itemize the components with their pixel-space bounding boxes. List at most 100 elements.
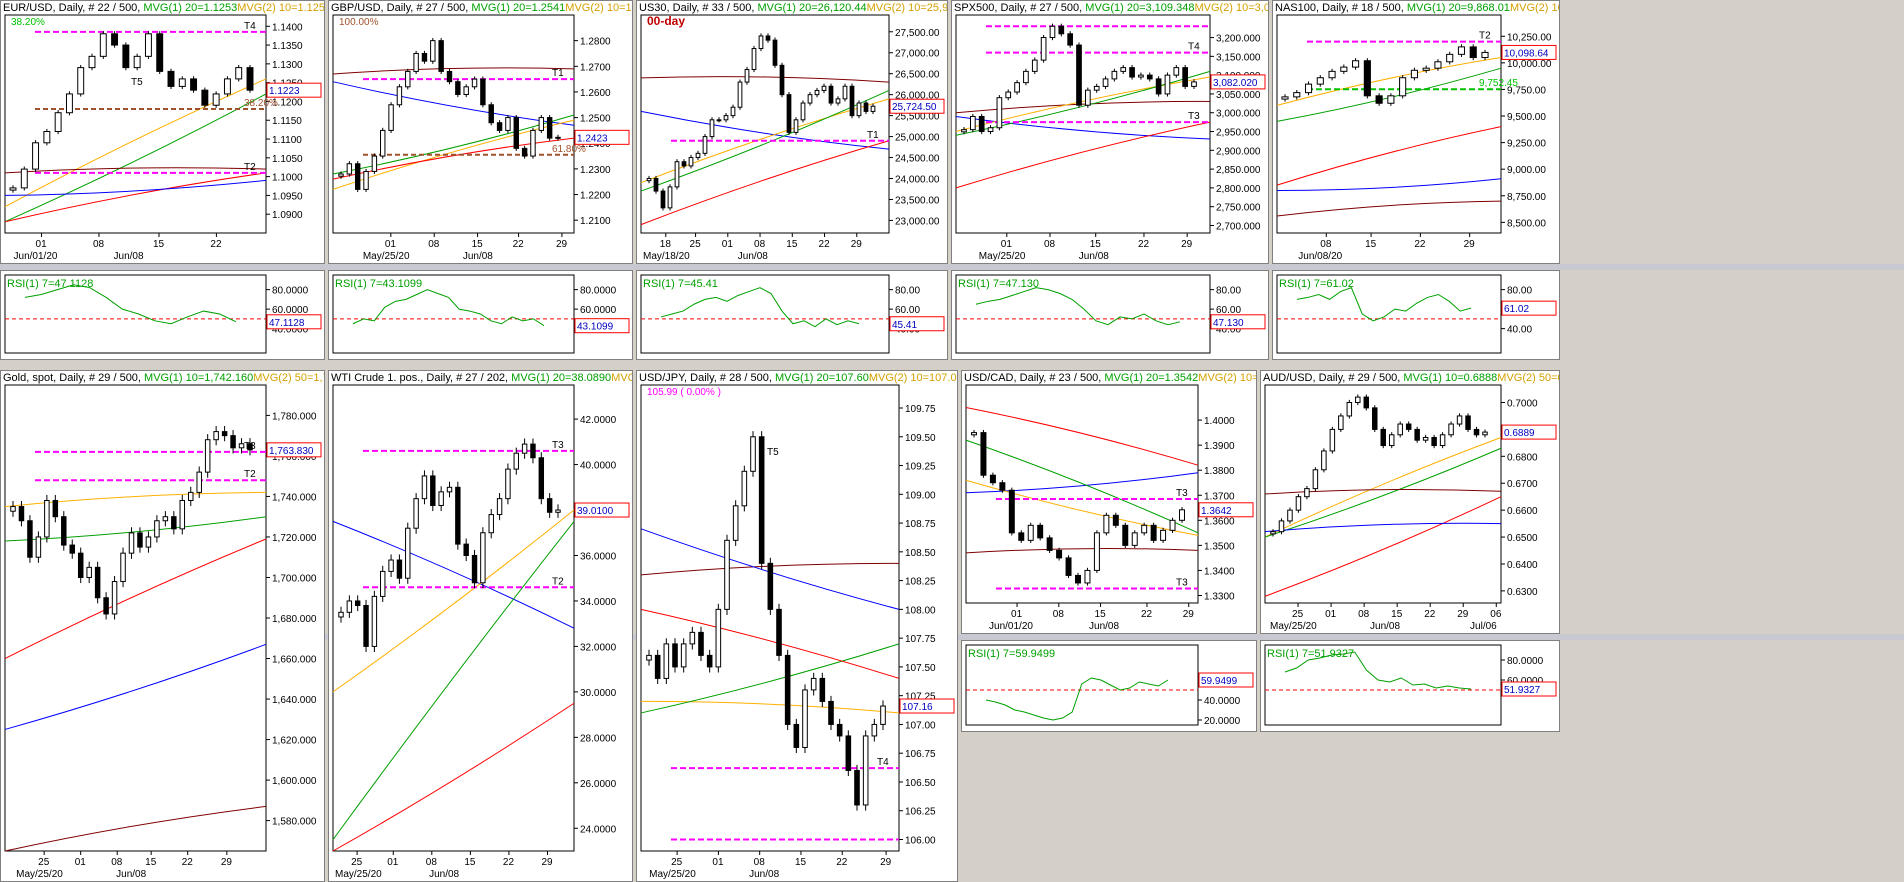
title-s: GBP/USD (331, 2, 381, 14)
candle (1005, 89, 1012, 101)
rsi-tick-label: 60.00 (895, 305, 920, 316)
wti-chart-svg: 42.000040.000038.000036.000034.000032.00… (332, 384, 630, 880)
y-tick-label: 2,700.000 (1216, 221, 1261, 232)
candle (996, 95, 1003, 131)
candle (223, 76, 231, 97)
audusd-price-pane[interactable]: AUD/USD, Daily, # 29 / 500, MVG(1) 10=0.… (1260, 370, 1560, 634)
chart-title: SPX500, Daily, # 27 / 500, MVG(1) 20=3,1… (954, 2, 1268, 14)
candle (471, 76, 478, 90)
usdcad-price-pane[interactable]: USD/CAD, Daily, # 23 / 500, MVG(1) 20=1.… (961, 370, 1257, 634)
moving-average-line (640, 643, 900, 714)
rsi-value-box (574, 318, 630, 334)
x-date-label: Jun/08 (1370, 621, 1400, 632)
moving-average-line (4, 643, 267, 730)
candle (1155, 76, 1162, 97)
us30-price-pane[interactable]: US30, Daily, # 33 / 500, MVG(1) 20=26,12… (636, 0, 948, 264)
rsi-value-label: 47.130 (1213, 318, 1244, 329)
y-tick-label: 2,800.000 (1216, 184, 1261, 195)
moving-average-line (1264, 496, 1502, 597)
candle (836, 718, 843, 742)
candle (772, 37, 778, 68)
candle (1049, 23, 1056, 41)
candle (849, 83, 855, 119)
spx500-price-pane[interactable]: SPX500, Daily, # 27 / 500, MVG(1) 20=3,1… (951, 0, 1269, 264)
candle (88, 53, 96, 71)
wti-price-pane[interactable]: WTI Crude 1. pos., Daily, # 27 / 202, MV… (328, 370, 633, 882)
rsi-line (24, 284, 237, 325)
y-tick-label: 108.50 (905, 548, 936, 559)
x-date-label: Jun/08 (749, 869, 779, 880)
candle (674, 159, 680, 190)
candle (363, 599, 369, 653)
target-label: T2 (1479, 31, 1491, 42)
candle (663, 638, 670, 684)
last-price-label: 0.6889 (1504, 428, 1535, 439)
x-tick-label: 15 (1365, 239, 1377, 250)
y-tick-label: 1.0900 (272, 210, 303, 221)
last-price-box (574, 129, 630, 145)
usdjpy-price-pane[interactable]: USD/JPY, Daily, # 28 / 500, MVG(1) 20=10… (636, 370, 958, 882)
target-label: T4 (244, 21, 256, 32)
x-tick-label: 01 (36, 239, 48, 250)
candle (835, 96, 841, 106)
y-tick-label: 32.0000 (580, 642, 617, 653)
gold-price-pane[interactable]: Gold, spot, Daily, # 29 / 500, MVG(1) 10… (0, 370, 325, 882)
rsi-value-box (1501, 681, 1557, 697)
candle (190, 76, 198, 93)
y-tick-label: 3,000.000 (1216, 109, 1261, 120)
title-info: , Daily, # 33 / 500, (666, 2, 758, 14)
target-label: 38.20% (244, 98, 278, 109)
pane-separator[interactable] (0, 264, 1904, 270)
x-tick-label: 01 (1011, 609, 1023, 620)
gbpusd-rsi-pane[interactable]: RSI(1) 7=43.109980.000060.000040.000043.… (328, 270, 633, 360)
usdcad-rsi-pane[interactable]: RSI(1) 7=59.9499 40.0000 20.0000 59.9499 (961, 640, 1257, 732)
rsi-line (1284, 651, 1472, 690)
candle (646, 175, 652, 184)
moving-average-line (4, 93, 267, 223)
candle (1150, 522, 1157, 543)
candle (758, 33, 764, 52)
moving-average-line (640, 140, 890, 226)
rsi-tick-label: 60.0000 (272, 305, 309, 316)
moving-average-line (4, 78, 267, 208)
candle (1191, 79, 1197, 90)
candle (819, 672, 826, 708)
title-info: , Daily, # 29 / 500, (1312, 372, 1404, 384)
candle (715, 603, 722, 673)
candle (1085, 87, 1091, 108)
candle (1182, 65, 1188, 90)
candle (750, 431, 756, 477)
y-tick-label: 1.2100 (580, 216, 611, 227)
candle (204, 434, 211, 478)
target-label: T3 (552, 440, 564, 451)
moving-average-line (965, 439, 1199, 534)
rsi-tick-label: 40.0000 (1204, 696, 1241, 707)
candle (133, 53, 141, 71)
title-s: WTI Crude 1. pos. (331, 372, 421, 384)
x-date-label: Jun/08/20 (1298, 251, 1342, 262)
candle (99, 31, 107, 59)
y-tick-label: 1.3800 (1204, 466, 1235, 477)
candle (1312, 467, 1319, 492)
y-tick-label: 2,900.000 (1216, 146, 1261, 157)
x-tick-label: 29 (221, 857, 233, 868)
rsi-svg: RSI(1) 7=43.109980.000060.000040.000043.… (332, 274, 630, 354)
x-date-label: May/25/20 (335, 869, 382, 880)
eurusd-price-pane[interactable]: EUR/USD, Daily, # 22 / 500, MVG(1) 20=1.… (0, 0, 325, 264)
candle (530, 438, 536, 464)
x-tick-label: 08 (1358, 609, 1370, 620)
x-date-label: May/18/20 (643, 251, 690, 262)
nas100-price-pane[interactable]: NAS100, Daily, # 18 / 500, MVG(1) 20=9,8… (1272, 0, 1560, 264)
spx500-rsi-pane[interactable]: RSI(1) 7=47.130 80.00 60.00 40.00 47.130 (951, 270, 1269, 360)
candle (1102, 76, 1109, 90)
rsi-tick-label: 40.00 (1507, 325, 1532, 336)
gbpusd-price-pane[interactable]: GBP/USD, Daily, # 27 / 500, MVG(1) 20=1.… (328, 0, 633, 264)
eurusd-rsi-pane[interactable]: RSI(1) 7=47.1128 80.0000 60.0000 40.0000 47.… (0, 270, 325, 360)
last-price-box (889, 98, 945, 114)
candle (346, 161, 353, 177)
x-tick-label: 29 (1181, 239, 1193, 250)
y-tick-label: 0.6300 (1507, 587, 1538, 598)
